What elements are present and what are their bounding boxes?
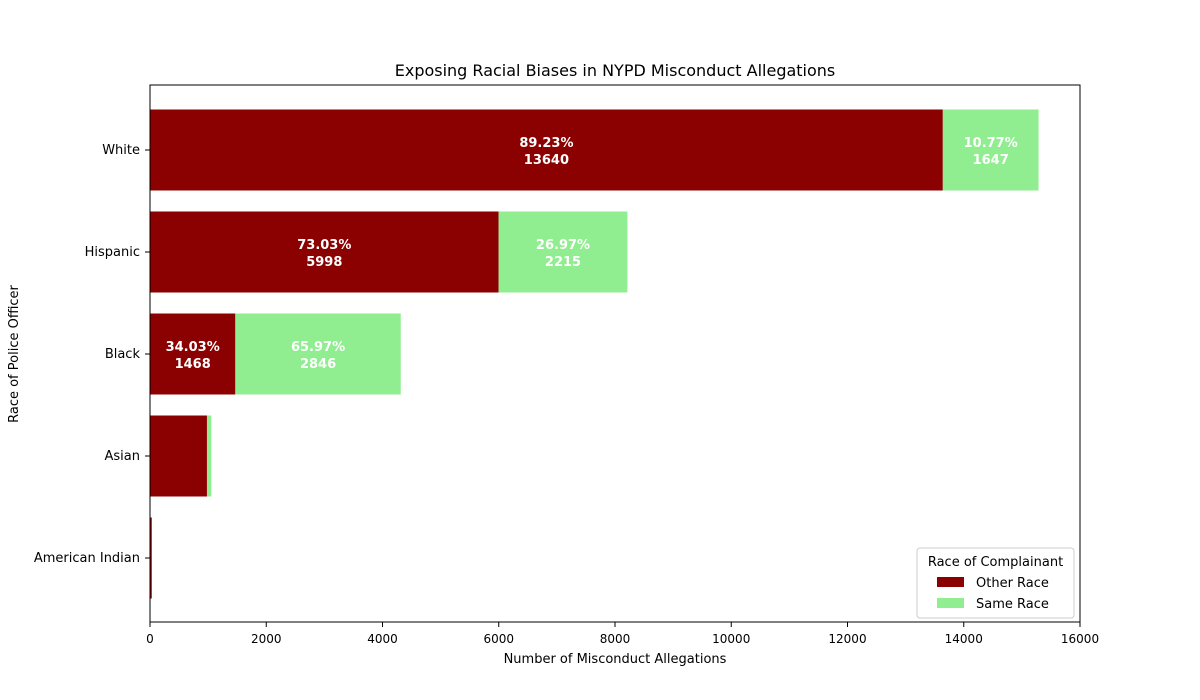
- bar-american-indian-other-race: [150, 517, 152, 599]
- x-tick-label: 10000: [712, 632, 750, 646]
- x-axis-label: Number of Misconduct Allegations: [504, 652, 727, 667]
- x-tick-label: 14000: [945, 632, 983, 646]
- legend: Race of Complainant Other Race Same Race: [916, 547, 1075, 619]
- bar-black-same-race: [235, 313, 401, 395]
- legend-swatch-same-race: [937, 598, 964, 608]
- y-tick-label: American Indian: [34, 551, 140, 566]
- bar-black-other-race: [150, 313, 236, 395]
- bar-white-other-race: [150, 109, 943, 191]
- x-tick-label: 0: [146, 632, 154, 646]
- data-label-white-other-race: 89.23% 13640: [519, 136, 573, 168]
- legend-swatch-other-race: [937, 577, 964, 587]
- y-axis-label: Race of Police Officer: [7, 284, 22, 422]
- bar-hispanic-same-race: [498, 211, 628, 293]
- bar-labels-group: 89.23% 13640 10.77% 1647 73.03% 5998 26.97% 221…: [166, 136, 1018, 372]
- y-tick-label: Asian: [105, 449, 140, 464]
- bar-asian-same-race: [206, 415, 212, 497]
- legend-label-other-race: Other Race: [976, 576, 1049, 591]
- bars-group: [150, 109, 1039, 599]
- y-tick-label: Hispanic: [85, 245, 140, 260]
- x-axis: 0 2000 4000 6000 8000 10000 12000 14000 16000: [146, 622, 1099, 646]
- x-tick-label: 4000: [367, 632, 398, 646]
- data-label-black-same-race: 65.97% 2846: [291, 340, 345, 372]
- chart-title: Exposing Racial Biases in NYPD Misconduc…: [395, 61, 836, 80]
- y-tick-label: White: [102, 143, 140, 158]
- x-tick-label: 12000: [828, 632, 866, 646]
- y-axis: White Hispanic Black Asian American Indian: [34, 143, 150, 566]
- data-label-black-other-race: 34.03% 1468: [166, 340, 220, 372]
- bar-hispanic-other-race: [150, 211, 499, 293]
- legend-label-same-race: Same Race: [976, 597, 1049, 612]
- x-tick-label: 16000: [1061, 632, 1099, 646]
- legend-title: Race of Complainant: [928, 555, 1063, 570]
- bar-asian-other-race: [150, 415, 207, 497]
- data-label-hispanic-same-race: 26.97% 2215: [536, 238, 590, 270]
- data-label-white-same-race: 10.77% 1647: [964, 136, 1018, 168]
- x-tick-label: 8000: [600, 632, 631, 646]
- bar-white-same-race: [942, 109, 1039, 191]
- x-tick-label: 6000: [483, 632, 514, 646]
- y-tick-label: Black: [105, 347, 141, 362]
- x-tick-label: 2000: [251, 632, 282, 646]
- data-label-hispanic-other-race: 73.03% 5998: [297, 238, 351, 270]
